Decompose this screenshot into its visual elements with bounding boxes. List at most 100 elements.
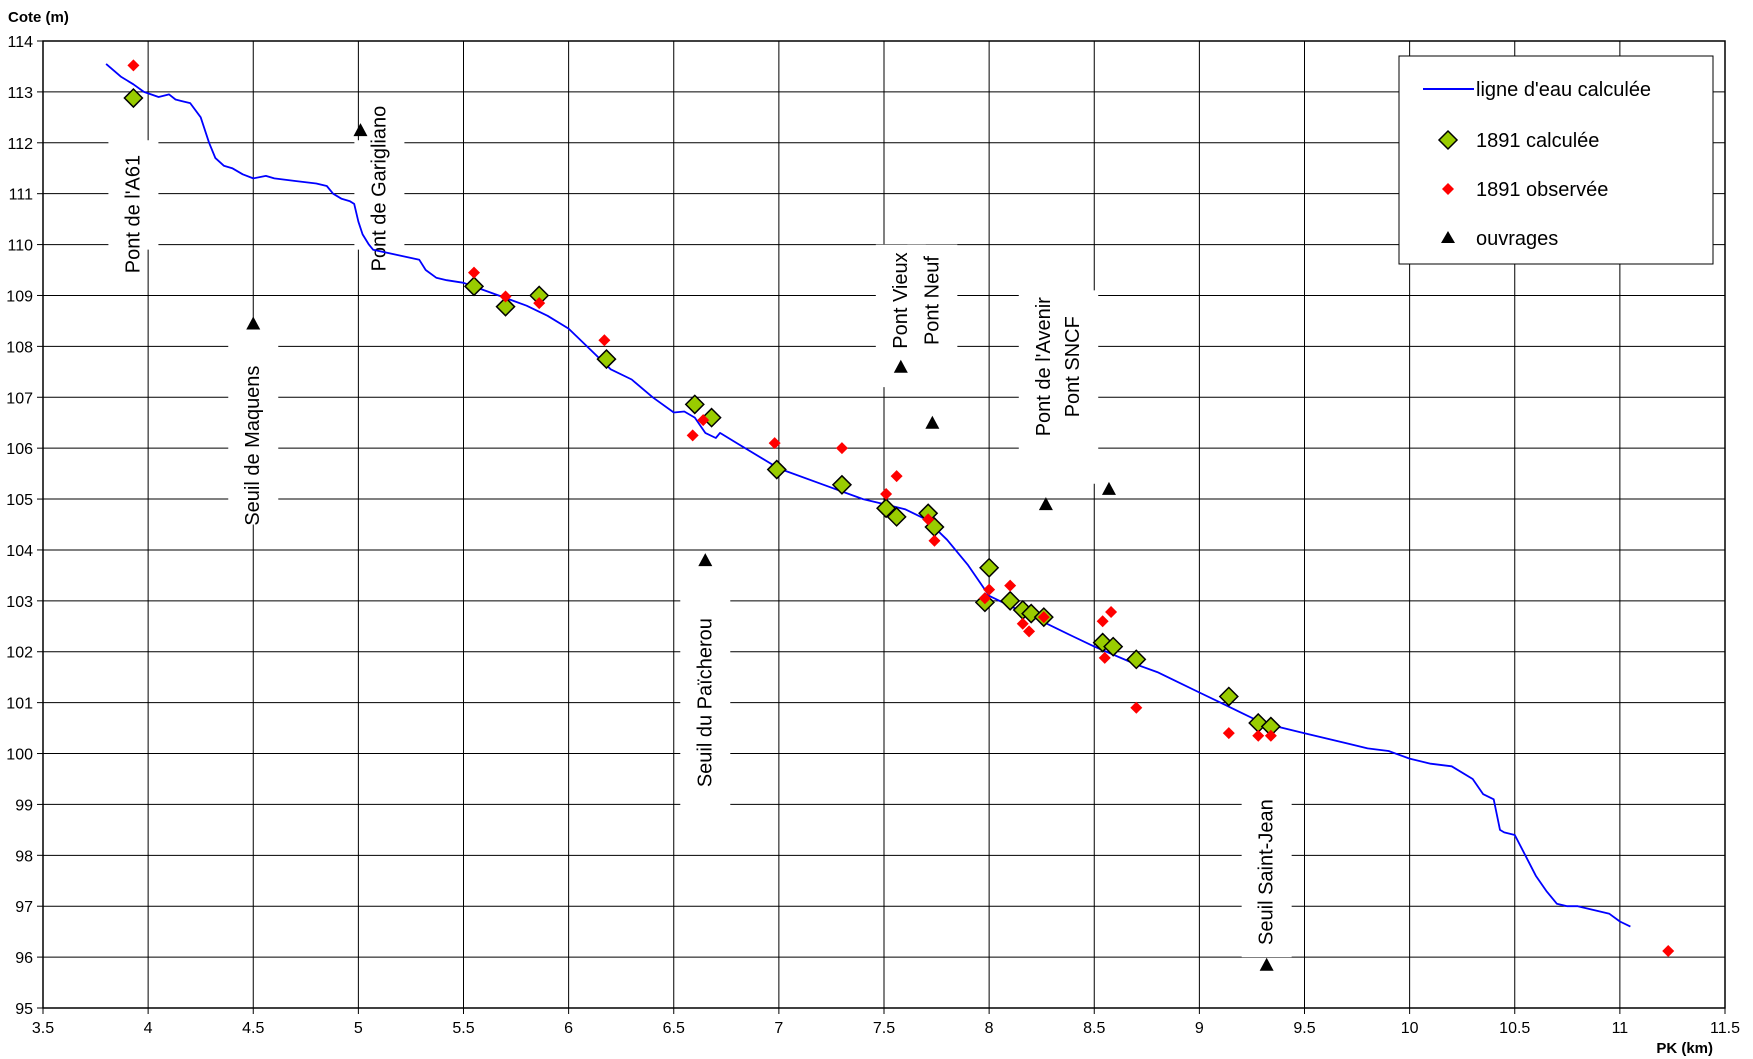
annotation-label: Pont Vieux bbox=[890, 252, 912, 348]
x-tick-label: 10 bbox=[1401, 1020, 1419, 1037]
calc-point bbox=[831, 474, 853, 495]
point-series bbox=[123, 59, 1675, 971]
calc-point bbox=[463, 276, 485, 297]
calc-point bbox=[1218, 686, 1239, 707]
y-tick-label: 97 bbox=[15, 899, 33, 916]
y-tick-label: 102 bbox=[6, 645, 33, 662]
y-tick-label: 99 bbox=[15, 797, 33, 814]
annotation-label: Seuil Saint-Jean bbox=[1256, 799, 1278, 945]
calc-point bbox=[495, 296, 516, 317]
x-tick-label: 6 bbox=[564, 1020, 573, 1037]
obs-point bbox=[127, 59, 140, 72]
y-tick-label: 100 bbox=[6, 747, 33, 764]
legend-entry-calc: 1891 calculée bbox=[1476, 130, 1599, 152]
obs-point bbox=[499, 290, 512, 303]
obs-point bbox=[1037, 611, 1050, 624]
y-tick-label: 112 bbox=[7, 136, 33, 153]
ouvrage-point bbox=[698, 553, 713, 567]
x-tick-label: 11 bbox=[1612, 1020, 1629, 1037]
obs-point bbox=[1105, 606, 1118, 619]
obs-point bbox=[1016, 617, 1029, 630]
obs-point bbox=[922, 513, 935, 526]
x-tick-label: 10.5 bbox=[1499, 1020, 1530, 1037]
y-tick-label: 106 bbox=[6, 441, 33, 458]
calc-point bbox=[876, 498, 897, 519]
calc-point bbox=[596, 349, 617, 370]
calc-point bbox=[886, 506, 907, 527]
obs-point bbox=[533, 297, 546, 310]
x-tick-label: 7.5 bbox=[873, 1020, 895, 1037]
obs-point bbox=[598, 334, 611, 347]
ouvrage-point bbox=[925, 415, 940, 429]
y-tick-label: 107 bbox=[6, 390, 33, 407]
obs-point bbox=[1023, 625, 1036, 638]
obs-point bbox=[983, 583, 996, 596]
y-tick-label: 108 bbox=[6, 339, 33, 356]
legend: ligne d'eau calculée 1891 calculée 1891 … bbox=[1398, 55, 1714, 265]
calc-point bbox=[1000, 590, 1021, 611]
x-tick-label: 9 bbox=[1195, 1020, 1204, 1037]
x-tick-label: 6.5 bbox=[663, 1020, 685, 1037]
y-tick-label: 109 bbox=[6, 288, 33, 305]
obs-point bbox=[880, 487, 893, 500]
y-tick-label: 110 bbox=[7, 238, 33, 255]
obs-point bbox=[697, 414, 710, 427]
legend-entry-line: ligne d'eau calculée bbox=[1476, 79, 1651, 101]
legend-calc-swatch bbox=[1437, 129, 1459, 151]
ouvrage-point bbox=[1101, 481, 1116, 495]
calc-point bbox=[684, 394, 705, 415]
x-tick-label: 7 bbox=[774, 1020, 783, 1037]
obs-point bbox=[1004, 579, 1017, 592]
annotation-label: Pont SNCF bbox=[1062, 316, 1084, 417]
x-tick-label: 8 bbox=[985, 1020, 994, 1037]
obs-point bbox=[468, 266, 481, 279]
x-tick-label: 11.5 bbox=[1710, 1020, 1740, 1037]
y-tick-label: 105 bbox=[6, 492, 33, 509]
obs-point bbox=[890, 470, 903, 483]
ouvrage-point bbox=[1038, 497, 1053, 511]
calc-point bbox=[979, 557, 1000, 578]
obs-point bbox=[1252, 729, 1265, 742]
calc-point bbox=[766, 459, 787, 480]
obs-point bbox=[1222, 727, 1235, 740]
axes: 3.5 4 4.5 5 5.5 6 6.5 7 7.5 8 8.5 9 9.5 10 10.5 11 11.5 9… bbox=[6, 34, 1740, 1037]
water-line-series bbox=[105, 63, 1631, 928]
y-tick-label: 113 bbox=[7, 85, 33, 102]
calc-point bbox=[1021, 603, 1042, 624]
y-tick-label: 98 bbox=[15, 848, 33, 865]
y-axis-title: Cote (m) bbox=[8, 9, 69, 26]
legend-entry-obs: 1891 observée bbox=[1476, 179, 1608, 201]
y-tick-label: 101 bbox=[6, 696, 33, 713]
ouvrage-point bbox=[353, 123, 368, 137]
annotation-label: Pont de l'Avenir bbox=[1033, 297, 1055, 436]
obs-point bbox=[1098, 651, 1111, 664]
obs-point bbox=[1662, 944, 1675, 957]
annotation-label: Pont de Garigliano bbox=[368, 106, 390, 272]
legend-entry-ouvrages: ouvrages bbox=[1476, 228, 1558, 250]
y-tick-label: 104 bbox=[6, 543, 33, 560]
legend-obs-swatch bbox=[1442, 183, 1454, 195]
obs-point bbox=[928, 534, 941, 547]
x-tick-label: 3.5 bbox=[32, 1020, 54, 1037]
y-tick-label: 111 bbox=[9, 187, 33, 204]
obs-point bbox=[978, 592, 991, 605]
x-tick-label: 9.5 bbox=[1293, 1020, 1315, 1037]
annotations: Pont de l'A61 Pont de Garigliano Seuil de … bbox=[108, 106, 1292, 958]
ouvrage-point bbox=[893, 359, 908, 373]
legend-box bbox=[1398, 55, 1714, 265]
obs-point bbox=[835, 442, 848, 455]
x-tick-label: 5.5 bbox=[452, 1020, 474, 1037]
ouvrage-point bbox=[246, 316, 261, 330]
x-tick-label: 8.5 bbox=[1083, 1020, 1105, 1037]
obs-point bbox=[1130, 701, 1143, 714]
annotation-label: Seuil de Maquens bbox=[242, 366, 264, 526]
calc-point bbox=[1092, 632, 1113, 653]
x-tick-label: 4.5 bbox=[242, 1020, 264, 1037]
obs-point bbox=[1264, 729, 1277, 742]
x-tick-label: 4 bbox=[144, 1020, 153, 1037]
legend-ouvrages-swatch bbox=[1441, 231, 1455, 243]
x-axis-title: PK (km) bbox=[1656, 1040, 1713, 1057]
y-tick-label: 96 bbox=[15, 950, 33, 967]
annotation-label: Pont Neuf bbox=[921, 256, 943, 345]
